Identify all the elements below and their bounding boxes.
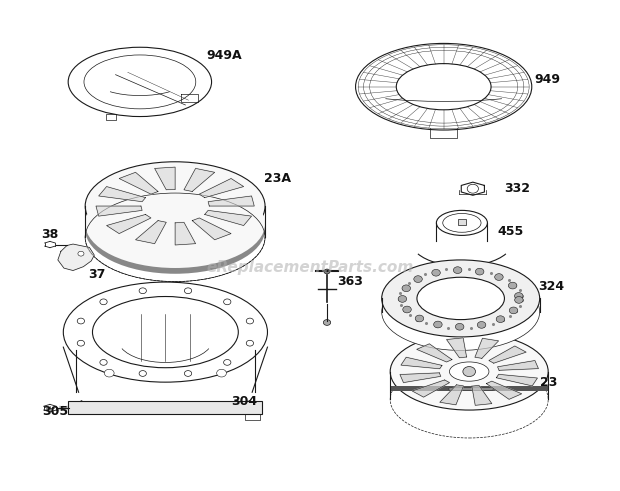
Polygon shape [96,206,142,216]
Text: 37: 37 [88,268,105,281]
Polygon shape [400,373,441,382]
Circle shape [402,285,410,292]
Polygon shape [487,381,521,399]
Circle shape [515,297,523,303]
Text: 304: 304 [231,395,257,409]
Ellipse shape [382,273,539,351]
Polygon shape [154,167,175,190]
Text: 332: 332 [505,182,531,195]
Polygon shape [136,220,166,244]
Polygon shape [440,385,464,405]
Text: 23: 23 [539,376,557,389]
Polygon shape [184,168,215,191]
Ellipse shape [85,193,265,282]
Polygon shape [208,196,254,206]
Polygon shape [475,338,498,358]
Circle shape [184,288,192,294]
Circle shape [456,324,464,330]
Polygon shape [199,179,244,198]
Text: 38: 38 [42,228,59,242]
Ellipse shape [396,64,491,110]
Text: 305: 305 [43,405,69,418]
Circle shape [139,288,146,294]
Circle shape [139,371,146,377]
Circle shape [216,369,226,377]
Circle shape [168,200,182,212]
Circle shape [414,276,422,282]
Polygon shape [205,211,252,225]
Circle shape [495,273,503,280]
Ellipse shape [68,47,211,116]
Circle shape [100,299,107,305]
Text: 363: 363 [337,275,363,288]
Polygon shape [175,222,195,245]
Ellipse shape [92,297,238,368]
Ellipse shape [450,362,489,381]
Bar [458,219,466,225]
Circle shape [509,307,518,314]
Text: eReplacementParts.com: eReplacementParts.com [206,260,414,274]
Polygon shape [489,346,526,363]
Ellipse shape [85,162,265,250]
Ellipse shape [85,185,265,274]
Text: 949: 949 [535,73,561,86]
Circle shape [433,321,442,328]
Ellipse shape [355,43,532,130]
Ellipse shape [85,179,265,268]
Bar [390,386,548,391]
Circle shape [515,293,523,300]
Polygon shape [497,374,538,386]
Circle shape [324,269,330,274]
Bar [68,401,262,414]
Ellipse shape [436,210,487,235]
Polygon shape [119,172,158,194]
Circle shape [78,340,84,346]
Circle shape [477,322,486,328]
Circle shape [403,306,411,313]
Circle shape [224,299,231,305]
Circle shape [324,320,330,326]
Circle shape [246,318,254,324]
Circle shape [415,315,423,322]
Circle shape [184,371,192,377]
Ellipse shape [390,361,548,438]
Polygon shape [58,244,94,271]
Circle shape [104,369,114,377]
Circle shape [508,282,517,289]
Polygon shape [472,385,492,405]
Circle shape [496,316,505,323]
Ellipse shape [63,282,267,382]
Circle shape [453,267,462,273]
Circle shape [78,318,84,324]
Polygon shape [401,357,442,369]
Ellipse shape [390,333,548,410]
Circle shape [463,367,476,377]
Polygon shape [417,344,452,362]
Polygon shape [107,215,151,234]
Text: 23A: 23A [264,172,291,185]
Circle shape [224,359,231,365]
Text: 455: 455 [497,224,523,238]
Polygon shape [192,218,231,240]
Text: 324: 324 [538,280,565,293]
Polygon shape [446,338,467,358]
Circle shape [100,359,107,365]
Bar [450,388,493,390]
Polygon shape [498,360,538,370]
Ellipse shape [417,277,505,320]
Circle shape [476,268,484,275]
Circle shape [432,270,440,276]
Polygon shape [99,187,146,202]
Ellipse shape [382,260,539,337]
Ellipse shape [153,195,198,217]
Circle shape [246,340,254,346]
Polygon shape [412,380,450,397]
Text: 949A: 949A [206,49,242,62]
Circle shape [398,296,407,302]
Circle shape [78,251,84,256]
